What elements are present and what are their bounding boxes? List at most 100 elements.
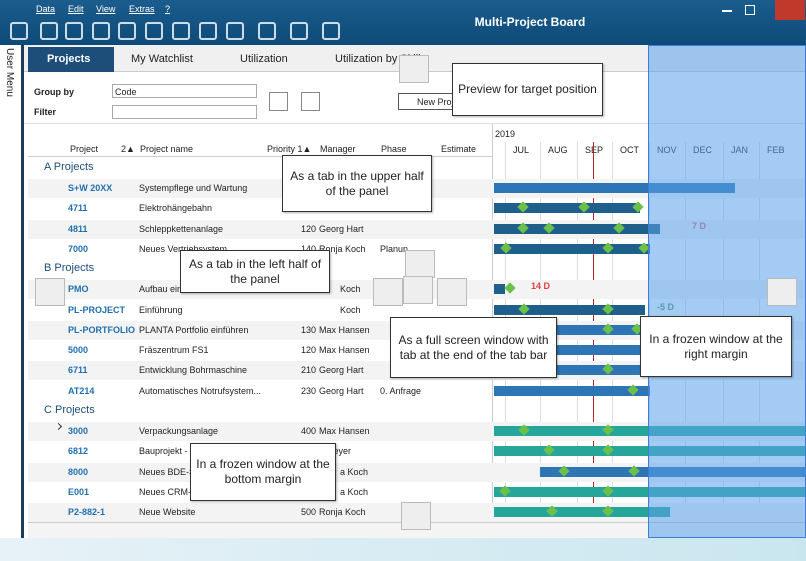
toolbar-icon[interactable] [226,22,244,40]
new-button[interactable]: New Proj [398,93,458,110]
column-header: Project [70,144,99,154]
manager: Koch [340,284,361,295]
project-code[interactable]: 4711 [68,203,88,214]
dock-indicator[interactable] [35,278,65,306]
project-code[interactable]: PL-PROJECT [68,304,126,315]
project-code[interactable]: 4811 [68,223,88,234]
month: JUL [513,145,530,155]
project-code[interactable]: 3000 [68,426,89,436]
manager: a Koch [340,466,369,477]
project-name: Einführung [139,304,183,315]
menu-item[interactable]: Edit [68,4,84,14]
manager: Max Hansen [319,426,370,436]
toolbar-icon[interactable] [40,22,58,40]
close[interactable] [775,0,805,20]
gantt-bar [494,324,640,335]
dock-indicator[interactable] [373,278,403,306]
manager: Ronja Koch [319,243,366,254]
project-name: Neues CRM-S [139,486,198,497]
menu-item[interactable]: View [96,4,116,14]
gantt-bar [494,203,640,214]
label: Filter [34,107,57,117]
dock-indicator[interactable] [437,278,467,306]
month: AUG [548,145,568,155]
toolbar-icon[interactable] [290,22,308,40]
month: SEP [585,145,604,155]
project-code[interactable]: 7000 [68,243,89,254]
column-header: Phase [381,144,407,154]
project-name: Elektrohängebahn [139,203,213,214]
tab-active[interactable] [28,47,114,72]
project-name: Neue Website [139,507,196,518]
dock-indicator[interactable] [401,502,431,530]
gantt-bar [494,223,660,234]
toolbar-icon[interactable] [322,22,340,40]
project-code[interactable]: PL-PORTFOLIO [68,324,135,335]
menu-item[interactable]: Extras [129,4,155,14]
project-name: Entwicklung Bohrmaschine [139,365,248,376]
gantt-bar [494,385,650,396]
tab[interactable]: Utilization [240,53,288,65]
toolbar-icon[interactable] [145,22,163,40]
group-header: B Projects [44,262,95,275]
toolbar-icon[interactable] [118,22,136,40]
toolbar-icon[interactable] [92,22,110,40]
toolbar-icon[interactable] [258,22,276,40]
dropdown[interactable] [112,105,257,119]
priority: 120 [301,223,317,234]
toolbar-icon[interactable] [65,22,83,40]
gantt-bar [494,507,670,518]
dropdown-value: Code [115,87,137,97]
column-header: Manager [320,144,356,154]
gantt-label: 14 D [531,281,551,291]
maximize[interactable] [745,5,755,15]
project-code[interactable]: 6711 [68,365,88,376]
group-header: C Projects [44,404,95,416]
priority: 130 [301,324,317,335]
header-line [28,156,492,157]
dock-indicator[interactable] [405,250,435,278]
dock-indicator[interactable] [403,276,433,304]
priority: 500 [301,507,317,518]
project-code[interactable]: S+W 20XX [68,183,113,193]
tab[interactable]: Projects [47,53,91,65]
gantt-bar [494,304,645,315]
project-code[interactable]: 5000 [68,345,89,356]
minimize[interactable] [722,10,732,12]
menu-item[interactable]: Data [36,4,56,14]
project-name: Bauprojekt - [139,446,188,457]
priority: 140 [301,243,317,254]
project-code[interactable]: PMO [68,284,89,295]
side-menu[interactable]: User Menu [4,48,15,97]
project-code[interactable]: E001 [68,486,90,497]
project-code[interactable]: P2-882-1 [68,507,106,518]
side-strip [0,45,24,538]
settings-button[interactable] [301,92,320,111]
column-header: Project name [140,144,194,154]
manager: Max Hansen [319,324,370,335]
priority: 230 [301,385,317,396]
project-name: Neues BDE-S [139,466,196,477]
callout: As a full screen window with tab at the … [390,317,557,378]
dock-indicator[interactable] [767,278,797,306]
dropdown[interactable] [112,84,257,98]
priority: 210 [301,365,317,376]
refresh-button[interactable] [269,92,288,111]
toolbar-icon[interactable] [10,22,28,40]
dock-indicator[interactable] [399,55,429,83]
toolbar-icon[interactable] [199,22,217,40]
manager: Georg Hart [319,223,364,234]
project-code[interactable]: 6812 [68,446,89,457]
gantt-bar [494,345,650,356]
month: OCT [620,145,639,155]
project-code[interactable]: 8000 [68,466,89,477]
project-name: Aufbau ein [139,284,183,295]
project-code[interactable]: AT214 [68,385,95,396]
tab[interactable]: My Watchlist [131,53,193,65]
manager: Koch [340,304,361,315]
callout: As a tab in the upper half of the panel [282,155,432,212]
toolbar-icon[interactable] [172,22,190,40]
manager: Georg Hart [319,365,364,376]
menu-item[interactable]: ? [165,4,171,14]
project-name: Automatisches Notrufsystem... [139,385,262,396]
